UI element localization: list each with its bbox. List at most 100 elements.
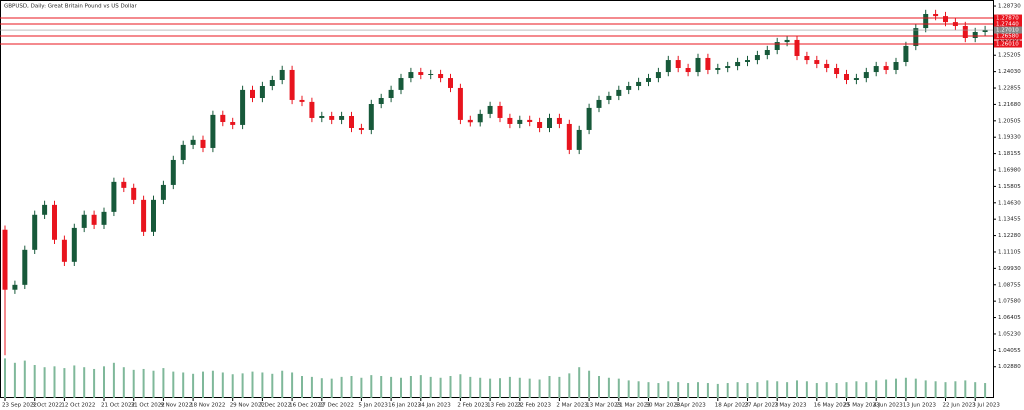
volume-bar [627,380,630,398]
volume-bar [152,370,155,398]
volume-bar [241,373,244,398]
y-tick-label: 1.06405 [998,315,1021,321]
volume-bar [697,382,699,398]
x-tick-label: 18 Nov 2022 [190,403,225,409]
candle-body [141,199,147,232]
candle-body [883,66,889,70]
x-tick-label: 21 Mar 2023 [616,403,651,409]
candle-body [2,229,8,290]
candle-body [586,107,592,130]
price-tag [994,14,1022,22]
volume-bar [865,382,868,398]
candle-body [418,72,424,75]
x-tick-label: 13 Jun 2023 [903,403,937,409]
candle-body [378,98,384,104]
volume-bar [291,372,294,398]
volume-bar [340,376,343,398]
volume-bar [716,383,719,398]
candle-body [71,227,77,262]
x-tick-label: 13 Mar 2023 [586,403,621,409]
candle-body [42,204,48,215]
y-tick-label: 1.20505 [998,118,1021,124]
candle-body [448,78,453,88]
x-tick-label: 4 Jun 2023 [873,403,903,409]
candle-body [131,187,137,200]
y-tick-label: 1.04055 [998,348,1021,354]
candle-body [962,26,968,38]
candle-body [982,30,988,32]
volume-bar [301,376,303,398]
candle-body [824,63,830,68]
candle-body [319,116,325,118]
candle-body [240,89,246,125]
candle-body [675,60,681,68]
candle-body [210,114,216,148]
candle-body [52,204,57,240]
candle-body [180,144,186,160]
y-tick-label: 1.02880 [998,364,1021,370]
candle-body [764,50,770,56]
candle-body [913,28,919,46]
candle-body [289,69,295,100]
x-tick-label: 16 Jan 2023 [388,403,421,409]
candle-body [250,89,255,98]
volume-bar [855,381,858,398]
volume-bar [499,378,501,398]
candle-body [566,123,572,150]
volume-bar [776,381,779,398]
candle-body [665,60,671,73]
volume-bar [726,383,729,398]
volume-bar [736,382,739,398]
volume-bar [63,368,66,398]
candle-body [91,214,97,225]
price-tag [994,40,1022,48]
volume-bar [132,369,135,398]
volume-bar [924,380,927,398]
volume-bar [231,374,234,398]
volume-bar [122,367,125,398]
x-tick-label: 5 Jan 2023 [358,403,388,409]
volume-bar [954,381,957,398]
candle-body [259,86,265,98]
volume-bar [914,378,917,398]
candle-body [230,122,236,125]
volume-bar [142,368,145,398]
x-tick-label: 13 Feb 2023 [487,403,522,409]
x-tick-label: 9 Nov 2022 [160,403,192,409]
volume-bar [538,379,541,398]
volume-bar [756,382,759,398]
volume-bar [320,378,323,398]
candle-body [457,87,463,120]
candle-body [61,239,67,262]
candle-body [784,39,790,43]
y-tick-label: 1.12280 [998,233,1021,239]
volume-bar [211,370,214,398]
candle-body [556,117,562,124]
x-tick-label: 29 Nov 2022 [230,403,265,409]
candle-body [151,199,156,232]
candle-body [121,181,127,188]
volume-bar [23,360,26,398]
volume-bar [271,373,274,398]
candle-body [527,119,533,122]
volume-bar [528,378,531,398]
y-tick-label: 1.09930 [998,266,1021,272]
volume-bar [786,382,789,398]
candle-body [606,95,612,100]
candle-body [923,14,929,29]
candle-body [972,32,978,38]
volume-bar [162,368,165,398]
volume-bar [449,376,452,398]
volume-bar [568,373,571,398]
candle-body [398,78,404,90]
candle-body [844,74,849,80]
candle-body [487,105,493,114]
volume-bar [419,375,422,398]
candle-body [101,211,107,225]
candle-body [299,99,305,102]
candle-body [863,72,869,79]
chart-title: GBPUSD, Daily: Great Britain Pound vs US… [4,4,137,10]
y-tick-label: 1.25205 [998,53,1021,59]
x-tick-label: 24 Jan 2023 [418,403,451,409]
candle-body [685,68,691,73]
